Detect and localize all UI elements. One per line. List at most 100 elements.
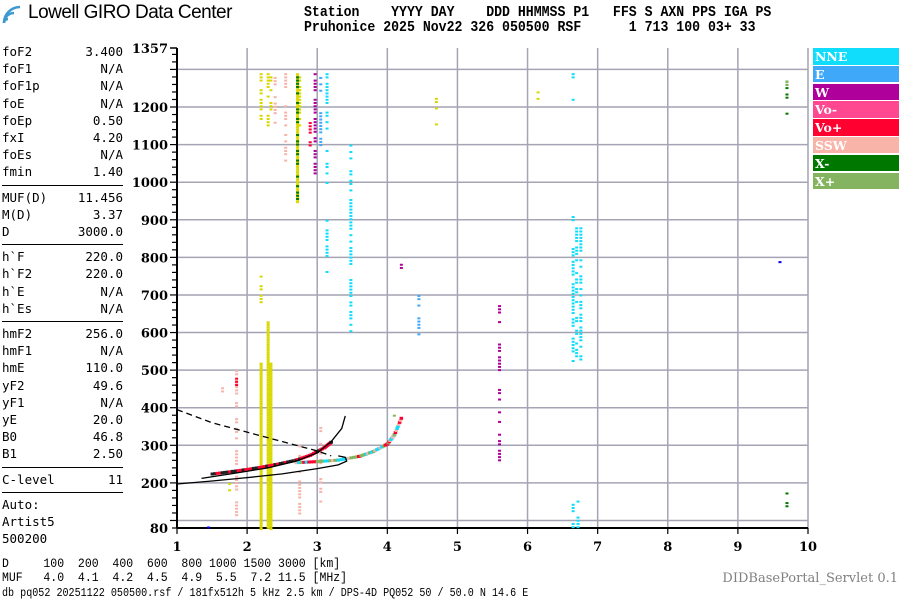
- echo-point: [349, 240, 353, 243]
- echo-point: [296, 93, 300, 96]
- echo-point: [298, 480, 302, 483]
- echo-point: [313, 79, 317, 82]
- echo-point: [579, 281, 583, 284]
- divider: [2, 321, 123, 323]
- echo-point: [325, 111, 329, 114]
- scaled-parameters-panel: foF2 3.400 foF1 N/A foF1p N/A foE N/A foEp 0.50 fx…: [2, 43, 123, 547]
- echo-point: [313, 85, 317, 88]
- x-trace-point: [325, 459, 330, 463]
- echo-point: [296, 115, 300, 119]
- echo-point: [349, 291, 353, 294]
- echo-point: [296, 108, 300, 111]
- echo-point: [498, 411, 502, 414]
- echo-point: [266, 486, 270, 489]
- echo-point: [571, 308, 575, 311]
- echo-point: [266, 114, 270, 117]
- echo-point: [579, 329, 583, 332]
- echo-point: [498, 362, 502, 365]
- echo-point: [266, 416, 270, 419]
- echo-point: [269, 427, 273, 431]
- echo-point: [259, 440, 263, 443]
- echo-point: [296, 82, 300, 85]
- echo-point: [266, 73, 270, 76]
- echo-point: [235, 389, 239, 392]
- echo-point: [325, 172, 329, 175]
- echo-point: [235, 421, 239, 424]
- echo-point: [284, 79, 288, 82]
- echo-point: [269, 380, 273, 383]
- echo-point: [269, 520, 273, 523]
- echo-point: [325, 270, 329, 273]
- echo-point: [235, 386, 239, 389]
- echo-point: [266, 121, 270, 124]
- echo-point: [259, 362, 263, 366]
- echo-point: [313, 137, 317, 140]
- echo-point: [259, 390, 263, 393]
- echo-point: [266, 476, 270, 479]
- x-trace-point: [394, 428, 399, 432]
- echo-point: [259, 385, 263, 388]
- echo-point: [498, 369, 502, 372]
- param-value: 3.37: [92, 206, 123, 222]
- echo-point: [313, 121, 317, 124]
- param-row: M(D) 3.37: [2, 206, 123, 223]
- echo-point: [571, 286, 575, 289]
- param-row: yF1 N/A: [2, 394, 123, 411]
- echo-point: [284, 76, 288, 79]
- o-trace-point: [213, 472, 217, 476]
- echo-point: [349, 183, 353, 186]
- echo-point: [298, 89, 302, 92]
- o-trace-point: [246, 467, 251, 471]
- echo-point: [296, 158, 300, 161]
- echo-point: [235, 462, 239, 465]
- echo-point: [571, 273, 575, 276]
- logo: Lowell GIRO Data Center: [2, 2, 232, 24]
- echo-point: [319, 140, 323, 143]
- echo-point: [284, 124, 288, 127]
- echo-point: [296, 165, 300, 169]
- echo-point: [313, 169, 317, 172]
- echo-point: [269, 487, 273, 491]
- echo-point: [259, 487, 263, 491]
- echo-point: [579, 288, 583, 291]
- echo-point: [269, 367, 273, 371]
- echo-point: [266, 79, 270, 82]
- echo-point: [313, 149, 317, 152]
- echo-point: [269, 382, 273, 386]
- echo-point: [576, 516, 580, 519]
- echo-point: [313, 101, 317, 104]
- echo-point: [498, 452, 502, 455]
- legend-item-vominus: Vo-: [813, 101, 899, 118]
- echo-point: [579, 275, 583, 278]
- y-tick-label: 1000: [132, 176, 168, 191]
- echo-point: [266, 85, 270, 88]
- header-values: Pruhonice 2025 Nov22 326 050500 RSF 1 71…: [304, 19, 756, 36]
- echo-point: [259, 76, 263, 79]
- echo-point: [259, 101, 263, 104]
- param-name: B0: [2, 429, 18, 445]
- echo-point: [325, 85, 329, 88]
- echo-point: [325, 98, 329, 101]
- echo-point: [269, 101, 273, 104]
- echo-point: [296, 100, 300, 104]
- echo-point: [579, 345, 583, 348]
- o-trace-point: [252, 466, 257, 470]
- echo-point: [269, 372, 273, 376]
- o-trace-point: [225, 470, 230, 474]
- param-row: foF2 3.400: [2, 43, 123, 60]
- echo-point: [266, 426, 270, 429]
- echo-point: [349, 199, 353, 202]
- echo-point: [313, 156, 317, 159]
- echo-point: [259, 477, 263, 481]
- echo-point: [579, 326, 583, 329]
- echo-point: [349, 224, 353, 227]
- param-name: MUF(D): [2, 189, 48, 205]
- echo-point: [269, 422, 273, 426]
- echo-point: [349, 218, 353, 221]
- echo-point: [266, 343, 270, 347]
- echo-point: [266, 458, 270, 462]
- echo-point: [313, 130, 317, 133]
- echo-point: [576, 500, 580, 503]
- param-name: foF1p: [2, 78, 40, 94]
- y-tick-label: 900: [141, 214, 168, 229]
